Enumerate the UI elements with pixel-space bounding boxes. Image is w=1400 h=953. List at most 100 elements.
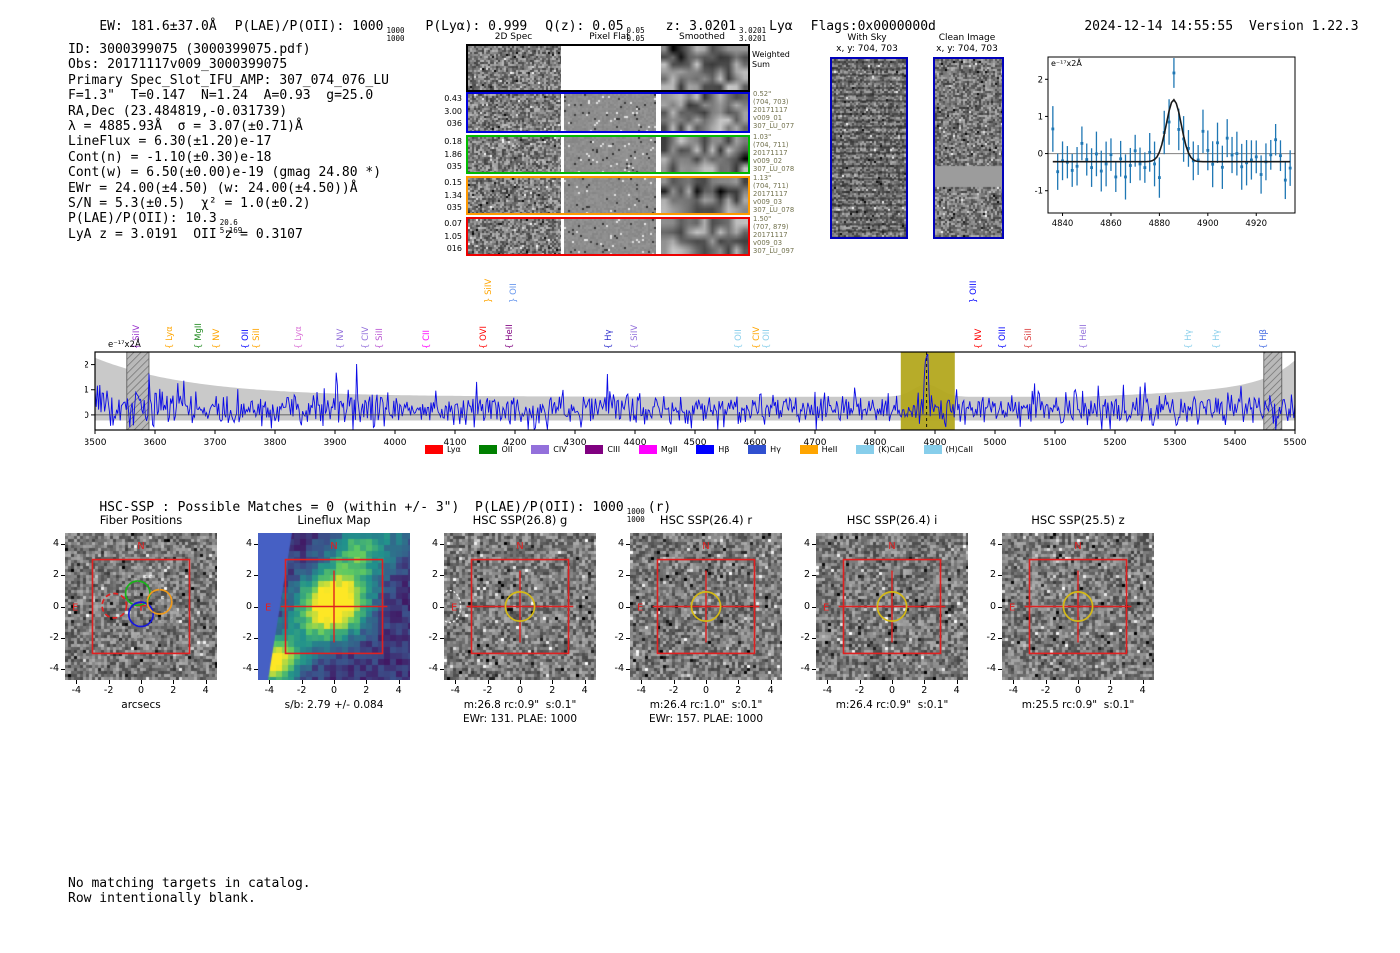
svg-text:4000: 4000 [384,438,407,448]
smoothed-image [661,178,748,213]
svg-text:e⁻¹⁷x2Å: e⁻¹⁷x2Å [108,338,141,350]
cutout-xtick-mark [301,680,303,684]
full-spectrum-plot: 3500 3600 3700 3800 3900 4000 4100 4200 4300 4400… [85,338,1307,448]
cutout-ytick-mark [626,606,630,608]
svg-text:4860: 4860 [1100,219,1122,229]
svg-text:5400: 5400 [1224,438,1247,448]
cutout-xtick-mark [141,680,142,684]
svg-text:4100: 4100 [444,438,467,448]
ew-value: EW: 181.6±37.0Å [99,19,217,34]
cutout-ytick: 2 [803,569,810,581]
hsc-plae-range: 1000 1000 [626,507,645,524]
spec2d-row-weights: 0.15 1.34 035 [444,178,462,212]
legend-label: CIV [553,445,567,454]
cutout-ytick-mark [812,606,816,608]
cutout-ytick: -4 [428,663,438,675]
cutout-caption-1: s/b: 2.79 +/- 0.084 [284,699,384,711]
legend-label: HeII [821,445,838,454]
cutout-ytick-mark [812,669,816,671]
col-header-2dspec: 2D Spec [494,32,533,42]
svg-text:2: 2 [85,361,89,371]
legend-item: Hγ [748,445,781,454]
smoothed-image [661,219,748,254]
cutout-xtick-mark [269,680,271,684]
cutout-ytick-mark [998,543,1002,545]
cutout-xtick-mark [108,680,110,684]
legend-swatch [425,445,443,454]
legend-item: CIII [585,445,620,454]
cutout-xtick: -2 [482,685,493,696]
cutout-ytick-mark [254,606,258,608]
spec2d-row-weights: 0.07 1.05 016 [444,219,462,253]
svg-text:N: N [137,541,144,552]
svg-text:4500: 4500 [684,438,707,448]
plya-value: P(Lyα): 0.999 [425,19,528,34]
emission-line-label: } SiIV [484,278,494,303]
cutout-xtick: 0 [1074,685,1082,696]
cutout-overlay: NE [823,541,946,655]
pixel-flat-image [564,94,656,131]
cutout-xtick-mark [1045,680,1047,684]
pixel-flat-image [564,219,656,254]
svg-text:5000: 5000 [984,438,1007,448]
cutout-xtick: 0 [137,685,145,696]
clean-image [933,57,1004,239]
svg-text:4840: 4840 [1052,219,1074,229]
cutout-ytick: -4 [986,663,996,675]
cutout-ytick: 0 [803,600,810,612]
cutout-ytick: 0 [245,600,252,612]
cutout-ytick: -2 [49,631,59,643]
meta-redshifts: LyA z = 3.0191 OII z = 0.3107 [68,226,303,242]
cutout-xtick: -2 [668,685,679,696]
timestamp-version: 2024-12-14 14:55:55 Version 1.22.3 [1053,4,1358,49]
cutout-ytick-mark [626,669,630,671]
legend-swatch [799,445,818,454]
plae-poii-range: 1000 1000 [386,26,405,43]
with-sky-image [830,57,908,239]
footer-note-1: No matching targets in catalog. [68,876,311,891]
spec2d-image [468,46,561,90]
pixel-flat-image [564,137,656,172]
weighted-sum-label: Weighted Sum [752,50,790,69]
cutout-ytick: 4 [803,537,810,549]
svg-text:N: N [516,541,523,552]
line-fit-plot: 4840 4860 4880 4900 4920 -1 0 1 2 e⁻¹⁷x2Å [1035,56,1296,229]
meta-seeing: F=1.3" T=0.147 N=1.24 A=0.93 g=25.0 [68,88,374,104]
svg-text:4700: 4700 [804,438,827,448]
hsc-ssp-header: HSC-SSP : Possible Matches = 0 (within +… [99,500,672,524]
svg-text:5200: 5200 [1104,438,1127,448]
legend-label: Lyα [447,445,461,454]
cutout-xtick-mark [205,680,207,684]
meta-sn-chi2: S/N = 5.3(±0.5) χ² = 1.0(±0.2) [68,195,311,211]
cutout-ytick-mark [998,606,1002,608]
spectrum-legend: Lyα OII CIV CIII MgII Hβ Hγ HeII (K)CaII (H)CaII [425,445,973,454]
cutout-xtick: 2 [735,685,742,696]
cutout-ytick: 0 [52,600,59,612]
svg-text:4200: 4200 [504,438,527,448]
cutout-ytick-mark [998,637,1002,639]
cutout-caption-1: arcsecs [121,699,161,711]
svg-text:3800: 3800 [264,438,287,448]
cutout-ytick-mark [61,543,65,545]
cutout-xtick: 2 [921,685,928,696]
cutout-ytick-mark [254,669,258,671]
col-header-pixelflat: Pixel Flat [589,32,630,42]
cutout-overlay: NE [1009,541,1132,655]
cutout-ytick-mark [812,637,816,639]
svg-text:E: E [1009,603,1015,614]
cutout-xtick-mark [1013,680,1015,684]
cutout-xtick-mark [520,680,521,684]
cutout-xtick-mark [738,680,740,684]
cutout-ytick: 2 [989,569,996,581]
cutout-xtick-mark [827,680,829,684]
cutout-caption-1: m:26.4 rc:0.9" s:0.1" [835,699,949,711]
pixel-flat-image [564,178,656,213]
plae-poii-value: P(LAE)/P(OII): 1000 [234,19,384,34]
svg-text:1: 1 [85,386,89,396]
legend-swatch [856,445,875,454]
legend-label: CIII [607,445,621,454]
svg-text:N: N [888,541,895,552]
cutout-xtick: 0 [516,685,524,696]
legend-swatch [696,445,715,454]
cutout-ytick-mark [626,575,630,577]
